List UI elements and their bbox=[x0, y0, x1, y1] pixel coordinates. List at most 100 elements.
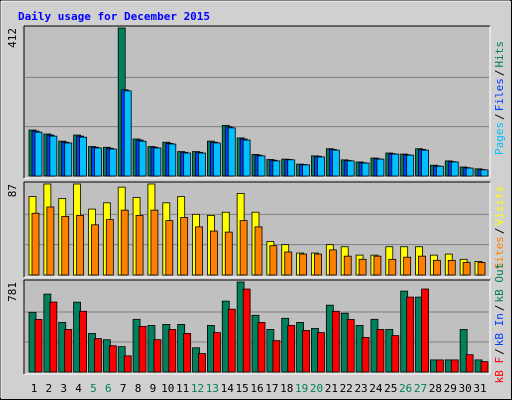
bar bbox=[64, 329, 73, 373]
x-tick-label: 27 bbox=[414, 382, 427, 395]
x-tick-label: 16 bbox=[250, 382, 263, 395]
bar bbox=[373, 255, 382, 276]
bar bbox=[153, 147, 162, 177]
bar bbox=[108, 345, 117, 373]
bar bbox=[272, 160, 281, 177]
legend-entry: Visits bbox=[493, 186, 506, 226]
legend-separator: / bbox=[493, 304, 506, 311]
bar bbox=[242, 139, 251, 177]
bar bbox=[361, 337, 370, 373]
x-tick-label: 11 bbox=[176, 382, 189, 395]
bar bbox=[314, 253, 322, 276]
bar bbox=[435, 359, 444, 373]
bar bbox=[242, 288, 251, 373]
x-tick-label: 14 bbox=[221, 382, 235, 395]
x-tick-label: 30 bbox=[459, 382, 472, 395]
bar bbox=[61, 216, 70, 276]
legend-entry: Sites bbox=[493, 236, 506, 269]
x-tick-label: 10 bbox=[161, 382, 174, 395]
bar bbox=[406, 154, 415, 177]
x-tick-label: 18 bbox=[280, 382, 293, 395]
bar bbox=[257, 155, 266, 177]
chart-title: Daily usage for December 2015 bbox=[18, 10, 210, 23]
bar bbox=[480, 169, 489, 177]
bar bbox=[257, 322, 266, 373]
x-tick-label: 20 bbox=[310, 382, 323, 395]
bar bbox=[198, 152, 206, 177]
y-tick-label: 87 bbox=[6, 184, 19, 197]
bar bbox=[376, 158, 385, 177]
x-tick-label: 6 bbox=[105, 382, 112, 395]
bar bbox=[105, 219, 114, 276]
bar bbox=[49, 135, 58, 177]
bar bbox=[299, 253, 308, 276]
legend-entry: Files bbox=[493, 78, 506, 111]
legend-separator: / bbox=[493, 228, 506, 235]
x-tick-label: 13 bbox=[206, 382, 219, 395]
bar bbox=[138, 325, 147, 373]
bar bbox=[328, 249, 337, 276]
bar bbox=[388, 258, 397, 276]
legend-separator: / bbox=[493, 348, 506, 355]
y-tick-label: 781 bbox=[6, 282, 19, 302]
x-tick-label: 22 bbox=[340, 382, 353, 395]
bar bbox=[331, 310, 340, 373]
bar bbox=[212, 142, 221, 177]
bar bbox=[227, 308, 236, 373]
bar bbox=[269, 245, 278, 276]
x-tick-label: 4 bbox=[75, 382, 82, 395]
bar bbox=[391, 153, 400, 177]
bar bbox=[480, 361, 489, 373]
bar bbox=[79, 310, 87, 373]
bar bbox=[153, 339, 162, 373]
bar bbox=[180, 217, 189, 276]
bar bbox=[239, 220, 248, 276]
bar bbox=[91, 224, 99, 276]
bar bbox=[462, 262, 471, 276]
bar bbox=[465, 354, 474, 373]
bar bbox=[406, 296, 415, 373]
bar bbox=[421, 149, 429, 177]
legend-entry: Hits bbox=[493, 41, 506, 68]
x-tick-label: 1 bbox=[31, 382, 38, 395]
bar bbox=[302, 164, 311, 177]
x-tick-label: 21 bbox=[325, 382, 338, 395]
bar bbox=[138, 140, 147, 177]
bar bbox=[343, 255, 352, 276]
bar bbox=[79, 136, 87, 177]
bar bbox=[477, 262, 486, 276]
bar bbox=[403, 256, 412, 276]
bar bbox=[46, 206, 55, 276]
legend: Sites/ Visits bbox=[493, 186, 506, 270]
bar bbox=[108, 148, 117, 177]
bar bbox=[272, 340, 281, 373]
bar bbox=[212, 332, 221, 373]
bar bbox=[317, 332, 325, 373]
bar bbox=[64, 142, 73, 177]
bar bbox=[168, 329, 177, 373]
bar bbox=[450, 161, 459, 177]
legend-entry: Pages bbox=[493, 122, 506, 155]
bar bbox=[391, 335, 400, 373]
x-tick-label: 8 bbox=[135, 382, 142, 395]
y-tick-label: 412 bbox=[6, 28, 19, 48]
x-tick-label: 5 bbox=[90, 382, 97, 395]
x-tick-label: 12 bbox=[191, 382, 204, 395]
bar bbox=[120, 209, 129, 276]
x-tick-label: 25 bbox=[384, 382, 397, 395]
legend-entry: kB F bbox=[493, 357, 506, 384]
legend-separator: / bbox=[493, 70, 506, 77]
bar bbox=[358, 258, 367, 276]
x-tick-label: 26 bbox=[399, 382, 412, 395]
bar bbox=[254, 226, 263, 276]
x-tick-label: 17 bbox=[265, 382, 278, 395]
legend-separator: / bbox=[493, 113, 506, 120]
bar bbox=[135, 214, 144, 276]
bar bbox=[361, 162, 370, 177]
bar bbox=[432, 259, 441, 276]
bar bbox=[459, 329, 468, 373]
bar bbox=[346, 319, 355, 373]
bar bbox=[123, 355, 132, 373]
bar bbox=[331, 149, 340, 177]
